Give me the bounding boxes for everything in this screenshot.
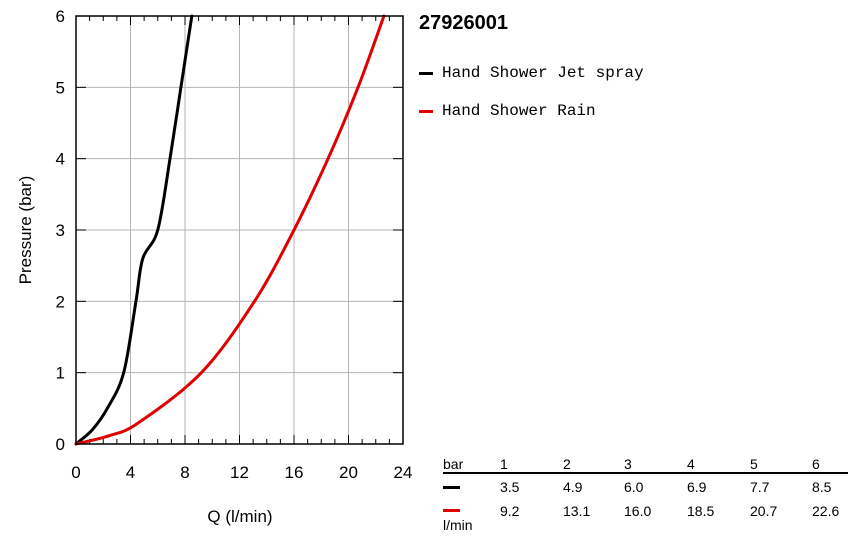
x-axis-title: Q (l/min) bbox=[207, 507, 272, 526]
series-line-rain bbox=[74, 14, 386, 446]
table-cell-jet-spray: 4.9 bbox=[563, 479, 583, 495]
y-tick-label: 6 bbox=[56, 7, 65, 26]
flow-table: bar l/min 1 2 3 4 5 6 3.5 4.9 6.0 6.9 7.7 8.5 9.2 13.… bbox=[443, 455, 848, 543]
series-line-jet-spray bbox=[74, 14, 194, 446]
table-column-header: 1 bbox=[500, 456, 508, 472]
x-tick-label: 16 bbox=[285, 463, 304, 482]
y-tick-label: 5 bbox=[56, 78, 65, 97]
table-cell-rain: 16.0 bbox=[624, 503, 652, 519]
legend-label-jet-spray: Hand Shower Jet spray bbox=[442, 64, 644, 82]
table-swatch-rain bbox=[443, 509, 460, 512]
table-cell-jet-spray: 7.7 bbox=[750, 479, 770, 495]
legend-item-jet-spray: Hand Shower Jet spray bbox=[419, 64, 644, 82]
y-tick-label: 3 bbox=[56, 221, 65, 240]
table-cell-rain: 22.6 bbox=[812, 503, 840, 519]
plot-frame bbox=[75, 15, 404, 445]
table-column-header: 4 bbox=[687, 456, 695, 472]
y-tick-label: 2 bbox=[56, 292, 65, 311]
y-axis-title: Pressure (bar) bbox=[16, 176, 35, 285]
table-column-header: 2 bbox=[563, 456, 571, 472]
legend-swatch-rain bbox=[419, 109, 433, 113]
x-tick-label: 12 bbox=[230, 463, 249, 482]
table-rule bbox=[443, 472, 848, 474]
x-tick-label: 20 bbox=[339, 463, 358, 482]
x-tick-label: 24 bbox=[394, 463, 413, 482]
table-cell-rain: 13.1 bbox=[563, 503, 591, 519]
table-column-header: 5 bbox=[750, 456, 758, 472]
y-tick-label: 0 bbox=[56, 435, 65, 454]
y-tick-label: 4 bbox=[56, 150, 65, 169]
table-cell-jet-spray: 6.9 bbox=[687, 479, 707, 495]
x-tick-label: 0 bbox=[71, 463, 80, 482]
y-tick-label: 1 bbox=[56, 364, 65, 383]
table-cell-jet-spray: 8.5 bbox=[812, 479, 832, 495]
legend-swatch-jet-spray bbox=[419, 71, 433, 75]
table-cell-jet-spray: 3.5 bbox=[500, 479, 520, 495]
table-column-header: 6 bbox=[812, 456, 820, 472]
grid bbox=[76, 16, 403, 444]
table-cell-rain: 9.2 bbox=[500, 503, 520, 519]
chart-title: 27926001 bbox=[419, 12, 508, 34]
table-cell-jet-spray: 6.0 bbox=[624, 479, 644, 495]
x-tick-label: 8 bbox=[180, 463, 189, 482]
x-tick-label: 4 bbox=[126, 463, 135, 482]
curves bbox=[74, 14, 386, 446]
legend-item-rain: Hand Shower Rain bbox=[419, 102, 596, 120]
table-column-header: 3 bbox=[624, 456, 632, 472]
table-cell-rain: 20.7 bbox=[750, 503, 778, 519]
table-unit-label: l/min bbox=[443, 517, 473, 533]
table-header-label: bar bbox=[443, 456, 464, 472]
table-cell-rain: 18.5 bbox=[687, 503, 715, 519]
table-swatch-jet-spray bbox=[443, 486, 460, 489]
legend-label-rain: Hand Shower Rain bbox=[442, 102, 596, 120]
